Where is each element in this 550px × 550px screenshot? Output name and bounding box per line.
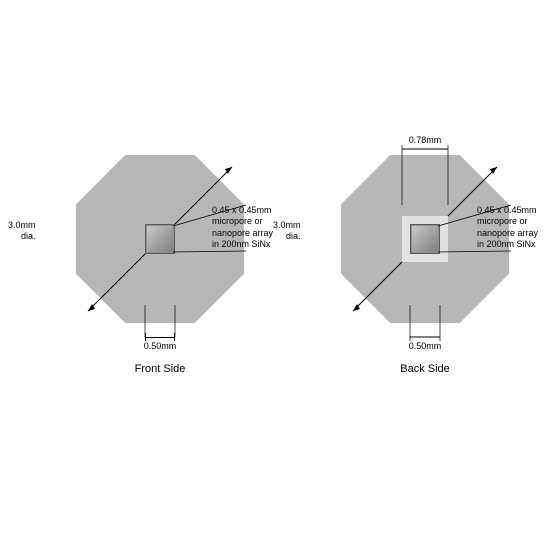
back-callout-l4: in 200nm SiNx	[477, 239, 536, 249]
front-callout-l2: micropore or	[212, 216, 263, 226]
front-dim-witness	[76, 305, 244, 345]
back-dim-078-label: 0.78mm	[401, 135, 449, 145]
back-callout-text: 0.45 x 0.45mm micropore or nanopore arra…	[477, 205, 538, 250]
front-callout-l4: in 200nm SiNx	[212, 239, 271, 249]
front-dia-line1: 3.0mm	[8, 220, 36, 230]
front-callout-l3: nanopore array	[212, 228, 273, 238]
front-dia-label: 3.0mm dia.	[8, 220, 36, 243]
front-callout-l1: 0.45 x 0.45mm	[212, 205, 272, 215]
panel-back: 0.78mm 0.50mm 3.0mm dia. 0.45 x 0.45mm m…	[305, 155, 545, 375]
back-dim-050-svg	[341, 305, 509, 345]
back-dim-078-svg	[341, 135, 509, 205]
back-callout-l2: micropore or	[477, 216, 528, 226]
back-dia-line2: dia.	[286, 231, 301, 241]
panel-front: 0.50mm 3.0mm dia. 0.45 x 0.45mm micropor…	[40, 155, 280, 375]
back-callout-l3: nanopore array	[477, 228, 538, 238]
front-callout-text: 0.45 x 0.45mm micropore or nanopore arra…	[212, 205, 273, 250]
back-callout-l1: 0.45 x 0.45mm	[477, 205, 537, 215]
front-dia-line2: dia.	[21, 231, 36, 241]
back-dia-line1: 3.0mm	[273, 220, 301, 230]
front-caption: Front Side	[40, 363, 280, 375]
back-dim-050-label: 0.50mm	[405, 341, 445, 351]
front-dim-050-label: 0.50mm	[140, 341, 180, 351]
back-caption: Back Side	[305, 363, 545, 375]
back-dia-label: 3.0mm dia.	[273, 220, 301, 243]
